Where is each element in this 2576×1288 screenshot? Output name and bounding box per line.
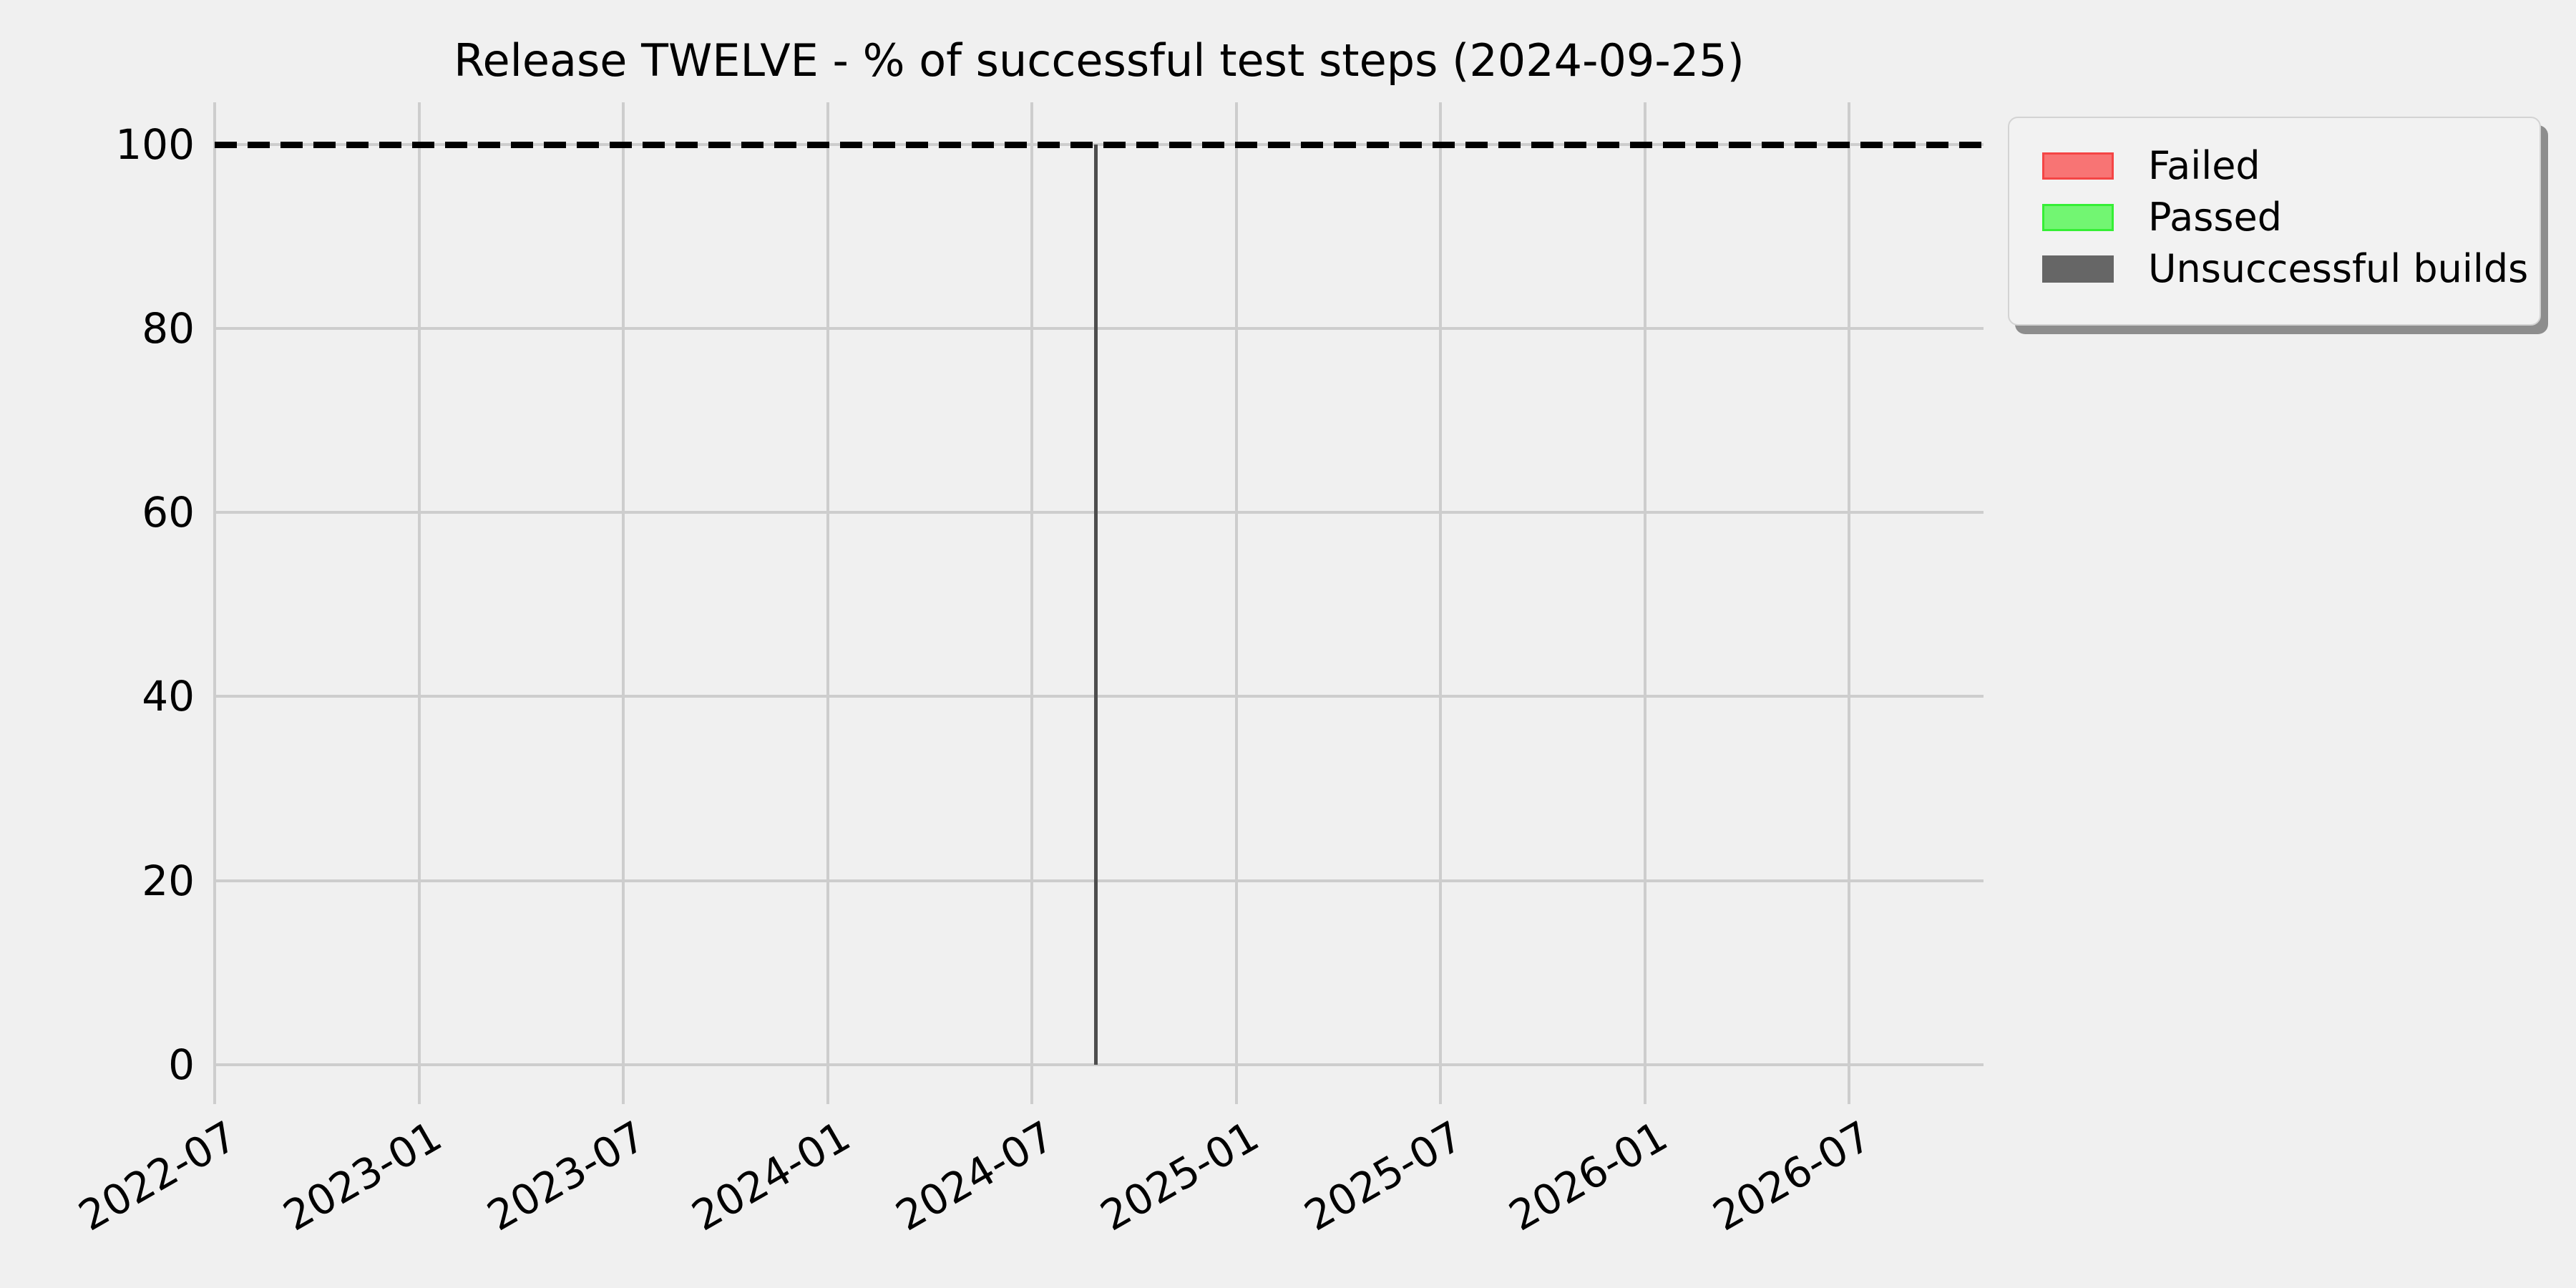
bar-unsuccessful-builds — [1093, 145, 1098, 1065]
x-tick-label-2026-07: 2026-07 — [1704, 1111, 1880, 1241]
legend-item-failed: Failed — [2042, 147, 2540, 185]
legend-swatch-unsuccessful-builds — [2042, 255, 2114, 283]
x-gridline-2025-07 — [1439, 102, 1442, 1104]
x-gridline-2023-07 — [622, 102, 625, 1104]
x-tick-label-2023-01: 2023-01 — [275, 1111, 449, 1241]
y-tick-label-80: 80 — [142, 304, 195, 353]
legend: Failed Passed Unsuccessful builds — [2008, 117, 2541, 326]
x-tick-label-2026-01: 2026-01 — [1501, 1111, 1675, 1241]
y-tick-label-100: 100 — [115, 120, 195, 169]
legend-swatch-failed — [2042, 152, 2114, 180]
y-tick-label-60: 60 — [142, 488, 195, 537]
x-tick-label-2022-07: 2022-07 — [70, 1111, 245, 1241]
y-gridline-60 — [215, 511, 1984, 514]
legend-label-unsuccessful-builds: Unsuccessful builds — [2148, 246, 2529, 291]
y-gridline-20 — [215, 879, 1984, 882]
plot-area — [213, 102, 1984, 1104]
x-gridline-2025-01 — [1234, 102, 1238, 1104]
y-tick-label-20: 20 — [142, 856, 195, 905]
x-gridline-2024-07 — [1030, 102, 1033, 1104]
x-gridline-2022-07 — [213, 102, 216, 1104]
y-gridline-40 — [215, 695, 1984, 698]
x-gridline-2026-01 — [1643, 102, 1646, 1104]
legend-item-unsuccessful-builds: Unsuccessful builds — [2042, 250, 2540, 288]
x-tick-label-2024-01: 2024-01 — [683, 1111, 858, 1241]
legend-swatch-passed — [2042, 204, 2114, 231]
x-tick-label-2023-07: 2023-07 — [479, 1111, 654, 1241]
legend-label-passed: Passed — [2148, 195, 2282, 240]
y-gridline-0 — [215, 1063, 1984, 1066]
x-tick-label-2024-07: 2024-07 — [887, 1111, 1063, 1241]
x-tick-label-2025-07: 2025-07 — [1296, 1111, 1471, 1241]
reference-line-100 — [215, 141, 1984, 148]
x-gridline-2026-07 — [1848, 102, 1850, 1104]
x-gridline-2023-01 — [417, 102, 421, 1104]
y-tick-label-0: 0 — [168, 1040, 195, 1089]
chart-title: Release TWELVE - % of successful test st… — [454, 34, 1745, 87]
legend-label-failed: Failed — [2148, 143, 2260, 188]
x-tick-label-2025-01: 2025-01 — [1092, 1111, 1267, 1241]
legend-item-passed: Passed — [2042, 198, 2540, 237]
y-gridline-80 — [215, 327, 1984, 331]
y-tick-label-40: 40 — [142, 672, 195, 721]
x-gridline-2024-01 — [826, 102, 829, 1104]
